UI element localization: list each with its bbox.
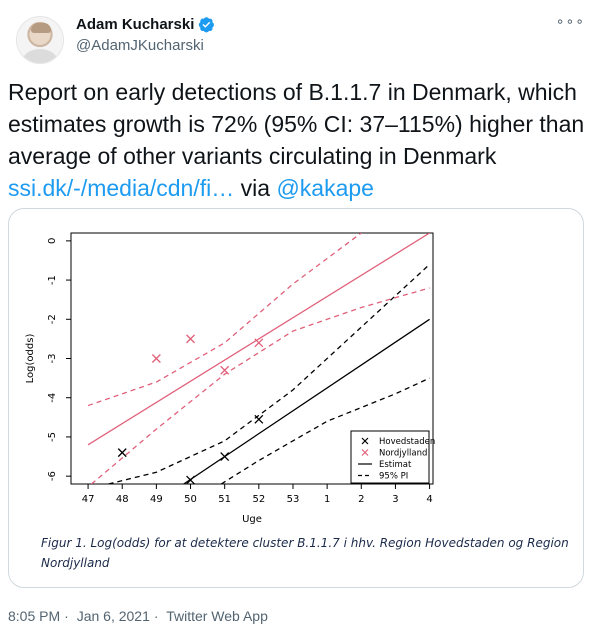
y-tick-label: -1 — [47, 275, 58, 285]
tweet-meta: 8:05 PM · Jan 6, 2021 · Twitter Web App — [8, 608, 272, 624]
x-tick-label: 4 — [426, 494, 432, 505]
y-tick-label: 0 — [47, 238, 58, 244]
nordjylland-pi-upper-line — [87, 233, 362, 407]
tweet-via: via — [234, 175, 277, 201]
y-tick-label: -5 — [47, 432, 58, 442]
x-tick-label: 2 — [358, 494, 364, 505]
y-tick-label: -4 — [47, 393, 58, 403]
author-name[interactable]: Adam Kucharski — [76, 16, 195, 33]
y-tick-label: -2 — [47, 314, 58, 324]
x-tick-label: 53 — [287, 494, 300, 505]
tweet-mention[interactable]: @kakape — [276, 175, 374, 201]
legend-marker — [361, 437, 369, 445]
nordjylland-data-point — [254, 338, 264, 348]
hovedstaden-data-point — [186, 475, 195, 485]
x-tick-label: 3 — [392, 494, 398, 505]
y-axis-label: Log(odds) — [25, 334, 36, 384]
tweet-time[interactable]: 8:05 PM — [8, 608, 61, 624]
figure-caption: Figur 1. Log(odds) for at detektere clus… — [41, 536, 569, 570]
tweet-body: Report on early detections of B.1.1.7 in… — [8, 79, 585, 169]
x-tick-label: 49 — [150, 494, 163, 505]
user-avatar[interactable] — [16, 16, 64, 64]
hovedstaden-pi-lower-line — [220, 377, 430, 484]
y-tick-label: -3 — [47, 354, 58, 364]
tweet-link[interactable]: ssi.dk/-/media/cdn/fi… — [8, 175, 235, 201]
verified-badge-icon — [199, 17, 215, 33]
x-tick-label: 51 — [218, 494, 231, 505]
hovedstaden-data-point — [220, 452, 230, 462]
hovedstaden-data-point — [254, 414, 264, 424]
y-tick-label: -6 — [47, 471, 58, 481]
x-tick-label: 50 — [184, 494, 197, 505]
tweet-text: Report on early detections of B.1.1.7 in… — [8, 76, 588, 204]
chart-svg: 47 48 49 50 51 52 53 1 2 3 4 0 -1 -2 -3 -4 -5 -6 Uge Log(od… — [25, 232, 435, 525]
legend-label: Estimat — [379, 460, 412, 470]
x-axis-label: Uge — [242, 514, 262, 525]
tweet-date[interactable]: Jan 6, 2021 — [76, 608, 150, 624]
x-tick-label: 52 — [252, 494, 265, 505]
legend-label: 95% PI — [379, 472, 408, 482]
hovedstaden-data-point — [117, 448, 127, 458]
tweet-source[interactable]: Twitter Web App — [166, 608, 268, 624]
legend-label: Hovedstaden — [379, 437, 435, 447]
x-tick-label: 48 — [116, 494, 129, 505]
avatar-hair — [31, 23, 51, 33]
nordjylland-data-point — [151, 354, 161, 363]
x-tick-label: 47 — [82, 494, 95, 505]
legend-label: Nordjylland — [379, 449, 427, 459]
x-tick-label: 1 — [324, 494, 330, 505]
author-handle[interactable]: @AdamJKucharski — [76, 37, 204, 54]
meta-sep: · — [153, 608, 159, 624]
more-options-icon[interactable]: ∘∘∘ — [555, 13, 585, 29]
avatar-shirt — [23, 49, 57, 63]
media-card[interactable]: 47 48 49 50 51 52 53 1 2 3 4 0 -1 -2 -3 -4 -5 -6 Uge Log(od… — [8, 208, 584, 588]
hovedstaden-pi-upper-line — [108, 263, 431, 484]
nordjylland-pi-lower-line — [91, 287, 430, 484]
author-block: Adam Kucharski @AdamJKucharski — [76, 16, 215, 54]
nordjylland-data-point — [220, 365, 230, 375]
nordjylland-data-point — [186, 334, 195, 344]
legend-marker — [361, 449, 369, 456]
nordjylland-estimate-line — [87, 233, 430, 446]
meta-sep: · — [64, 608, 69, 624]
